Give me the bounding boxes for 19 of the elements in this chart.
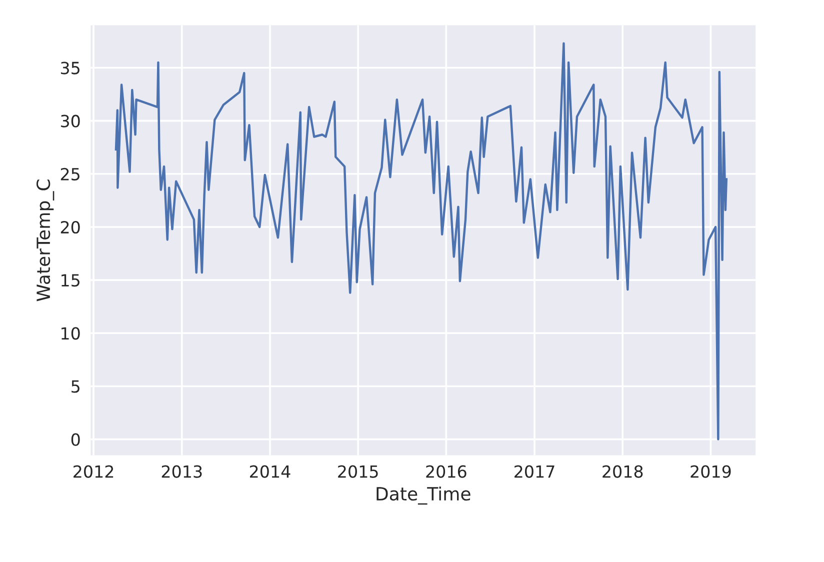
x-axis-title: Date_Time — [376, 486, 470, 505]
y-axis-title: WaterTemp_C — [36, 180, 54, 302]
y-tick-label: 20 — [60, 220, 80, 234]
x-tick-label: 2017 — [514, 465, 554, 478]
y-tick-label: 10 — [62, 327, 80, 340]
y-tick-label: 25 — [60, 168, 80, 180]
x-tick-label: 2016 — [426, 465, 466, 478]
y-tick-label: 30 — [60, 114, 80, 128]
x-tick-label: 2014 — [250, 465, 290, 478]
line-series — [114, 42, 728, 440]
y-tick-label: 0 — [71, 433, 80, 446]
x-tick-label: 2013 — [162, 465, 202, 478]
x-tick-label: 2019 — [690, 465, 731, 478]
y-tick-label: 15 — [62, 274, 80, 287]
x-tick-label: 2018 — [602, 465, 643, 478]
x-tick-label: 2015 — [338, 465, 378, 478]
y-tick-label: 5 — [72, 380, 80, 393]
x-tick-label: 2012 — [74, 465, 114, 478]
y-tick-label: 35 — [60, 62, 80, 74]
